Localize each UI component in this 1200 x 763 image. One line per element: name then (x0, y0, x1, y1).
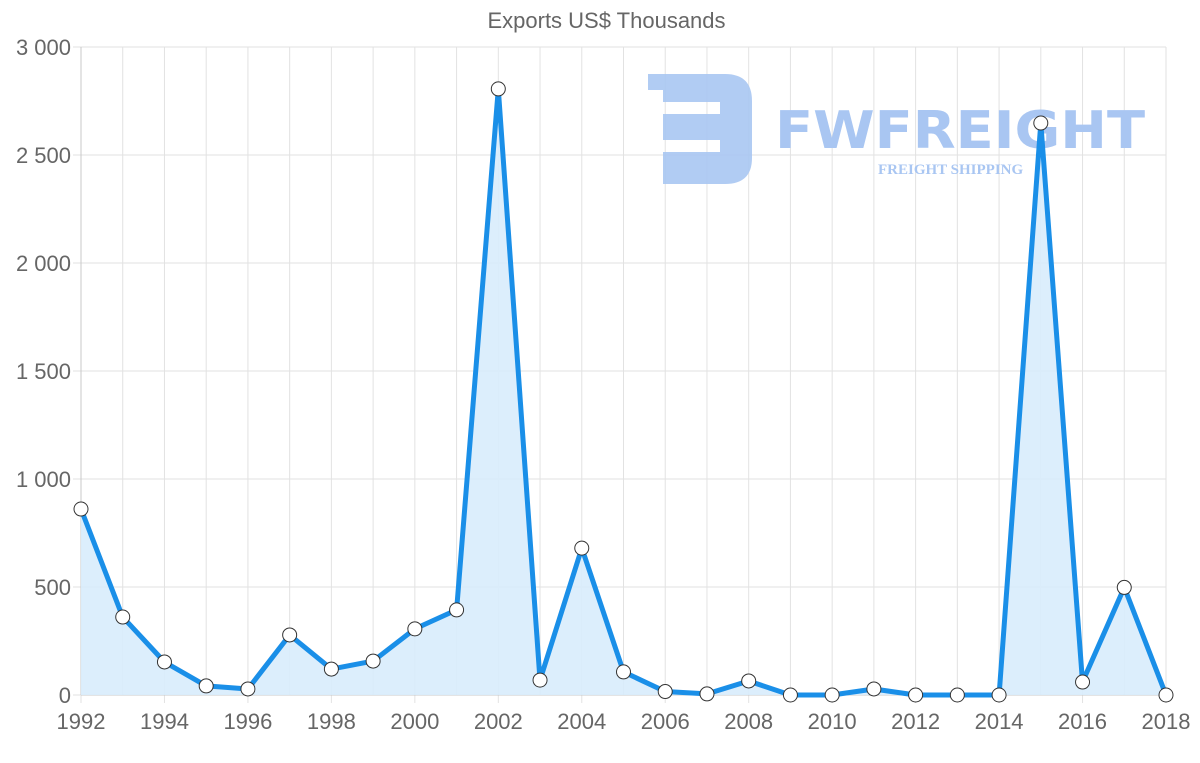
data-point-2012[interactable] (908, 687, 924, 703)
x-tick-label: 2004 (557, 709, 606, 734)
y-tick-label: 2 500 (16, 143, 71, 168)
data-point-1999[interactable] (365, 653, 381, 669)
data-point-1992[interactable] (73, 501, 89, 517)
data-point-2004[interactable] (574, 540, 590, 556)
data-point-2014[interactable] (991, 687, 1007, 703)
y-tick-label: 3 000 (16, 35, 71, 60)
x-tick-label: 2014 (975, 709, 1024, 734)
data-point-1994[interactable] (156, 654, 172, 670)
data-point-2010[interactable] (824, 687, 840, 703)
data-point-1993[interactable] (115, 609, 131, 625)
data-point-2009[interactable] (782, 687, 798, 703)
y-tick-label: 1 500 (16, 359, 71, 384)
y-tick-label: 1 000 (16, 467, 71, 492)
data-point-2013[interactable] (949, 687, 965, 703)
data-point-2002[interactable] (490, 81, 506, 97)
x-tick-label: 2012 (891, 709, 940, 734)
y-axis: 0 500 1 000 1 500 2 000 2 500 3 000 (16, 35, 71, 708)
data-point-1997[interactable] (282, 627, 298, 643)
data-point-1995[interactable] (198, 678, 214, 694)
y-tick-label: 2 000 (16, 251, 71, 276)
x-tick-label: 2000 (390, 709, 439, 734)
data-markers (73, 81, 1174, 703)
x-tick-label: 2002 (474, 709, 523, 734)
y-tick-label: 0 (59, 683, 71, 708)
data-point-2000[interactable] (407, 621, 423, 637)
data-point-2017[interactable] (1116, 579, 1132, 595)
watermark-tagline: FREIGHT SHIPPING (878, 162, 1023, 178)
x-tick-label: 2008 (724, 709, 773, 734)
data-point-2015[interactable] (1033, 115, 1049, 131)
data-point-2006[interactable] (657, 684, 673, 700)
data-point-2011[interactable] (866, 681, 882, 697)
data-point-2001[interactable] (449, 602, 465, 618)
watermark-logo: FWFREIGHT FREIGHT SHIPPING (648, 74, 1146, 184)
data-point-2018[interactable] (1158, 687, 1174, 703)
chart-title: Exports US$ Thousands (487, 8, 726, 33)
x-tick-label: 1996 (223, 709, 272, 734)
area-path (81, 88, 1166, 695)
data-point-2008[interactable] (741, 673, 757, 689)
data-point-2003[interactable] (532, 672, 548, 688)
x-axis: 1992 1994 1996 1998 2000 2002 2004 2006 2008 2010… (57, 709, 1191, 734)
x-tick-label: 2018 (1142, 709, 1191, 734)
data-point-1996[interactable] (240, 681, 256, 697)
data-point-2007[interactable] (699, 686, 715, 702)
y-tick-label: 500 (34, 575, 71, 600)
x-tick-label: 2006 (641, 709, 690, 734)
x-tick-label: 1998 (307, 709, 356, 734)
logo-mark-icon (648, 74, 752, 184)
x-tick-label: 2016 (1058, 709, 1107, 734)
data-point-2016[interactable] (1075, 674, 1091, 690)
x-tick-label: 1994 (140, 709, 189, 734)
data-point-1998[interactable] (323, 661, 339, 677)
watermark-brand: FWFREIGHT (775, 101, 1146, 161)
x-tick-label: 2010 (808, 709, 857, 734)
x-tick-label: 1992 (57, 709, 106, 734)
data-point-2005[interactable] (616, 664, 631, 680)
area-fill (81, 88, 1166, 695)
